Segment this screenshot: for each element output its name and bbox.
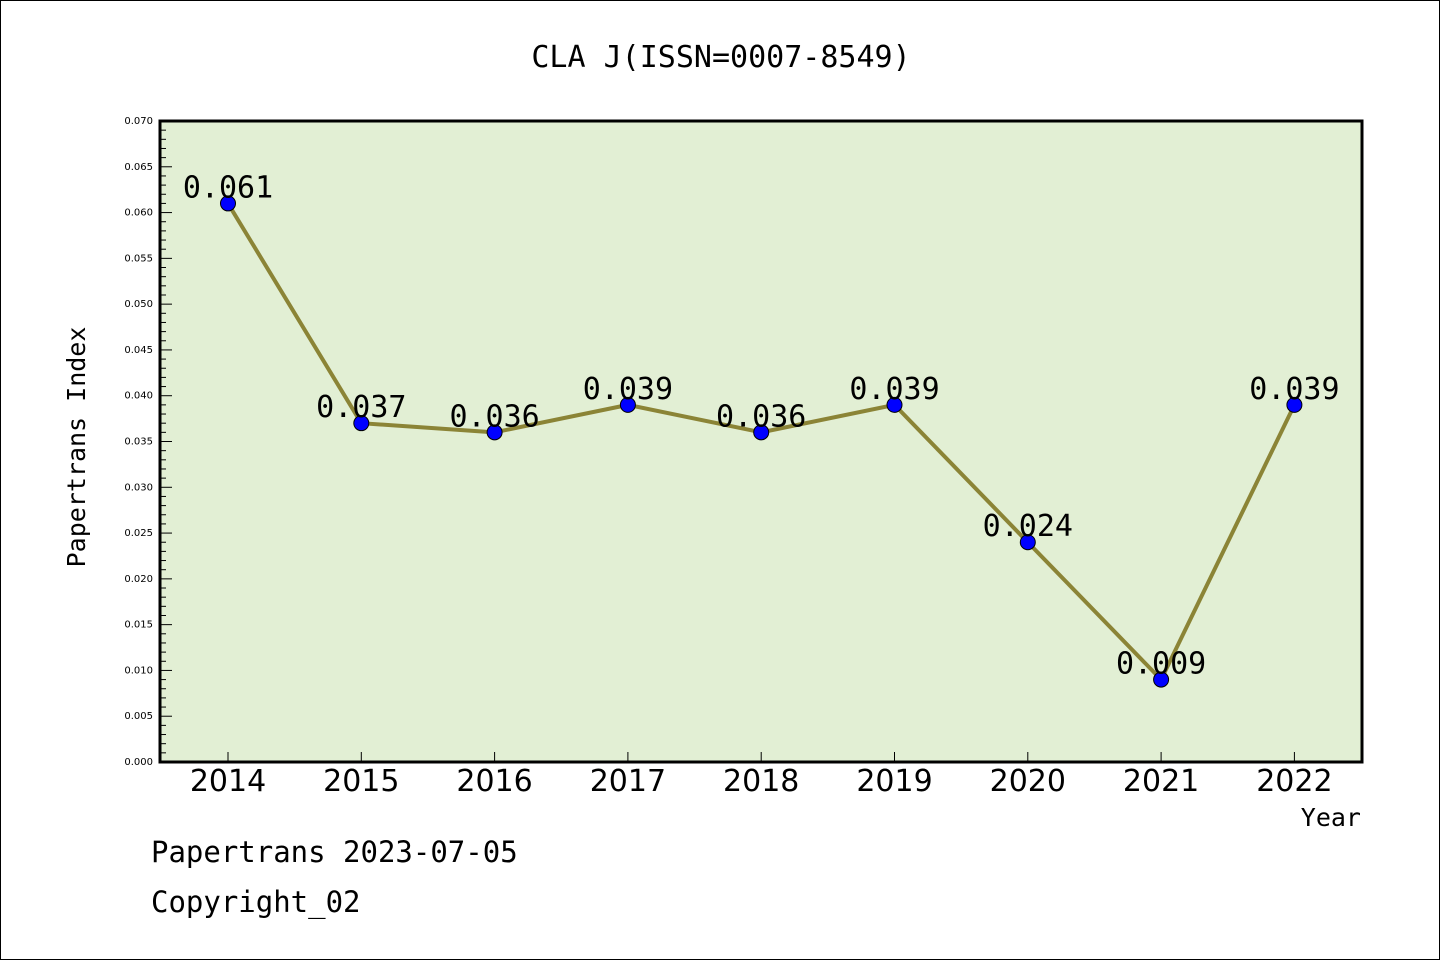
x-tick-label: 2017 [590,764,666,799]
data-label: 0.039 [1249,372,1339,407]
y-axis-label: Papertrans Index [62,327,91,568]
y-tick-label: 0.020 [124,574,153,585]
y-tick-label: 0.070 [124,116,153,127]
data-label: 0.009 [1116,647,1206,682]
y-tick-label: 0.060 [124,208,153,219]
data-label: 0.061 [183,170,273,205]
plot-frame [158,119,1364,764]
x-tick-label: 2016 [456,764,532,799]
y-tick-label: 0.045 [124,345,153,356]
y-tick-label: 0.065 [124,162,153,173]
data-point [886,396,903,413]
data-point [220,195,236,212]
x-tick-label: 2019 [856,764,932,799]
y-tick-label: 0.015 [124,620,153,631]
footer-date-line: Papertrans 2023-07-05 [151,835,518,869]
plot-area [160,121,1362,762]
footer-copyright: Copyright_02 [151,885,361,919]
y-tick-label: 0.050 [124,299,153,310]
x-tick-label: 2021 [1123,764,1199,799]
data-point [1286,396,1303,413]
x-tick-label: 2018 [723,764,799,799]
y-tick-label: 0.035 [124,437,153,448]
y-tick-label: 0.025 [124,528,153,539]
x-tick-label: 2020 [990,764,1066,799]
y-tick-label: 0.010 [124,665,153,676]
data-point [1019,534,1036,551]
data-point [353,415,370,432]
x-tick-label: 2014 [190,764,266,799]
data-point [1153,671,1170,688]
data-label: 0.039 [583,372,673,407]
data-label: 0.036 [449,399,539,434]
x-tick-label: 2015 [323,764,399,799]
data-point [619,396,636,413]
data-point [486,424,503,441]
y-tick-label: 0.000 [124,757,153,768]
x-axis-label: Year [1301,803,1361,832]
x-tick-label: 2022 [1256,764,1332,799]
y-tick-label: 0.040 [124,391,153,402]
y-tick-label: 0.055 [124,253,153,264]
data-label: 0.024 [983,509,1073,544]
chart-title: CLA J(ISSN=0007-8549) [531,40,910,75]
y-tick-label: 0.005 [124,711,153,722]
y-tick-label: 0.030 [124,482,153,493]
data-label: 0.036 [716,399,806,434]
data-label: 0.039 [849,372,939,407]
data-label: 0.037 [316,390,406,425]
data-point [753,424,770,441]
